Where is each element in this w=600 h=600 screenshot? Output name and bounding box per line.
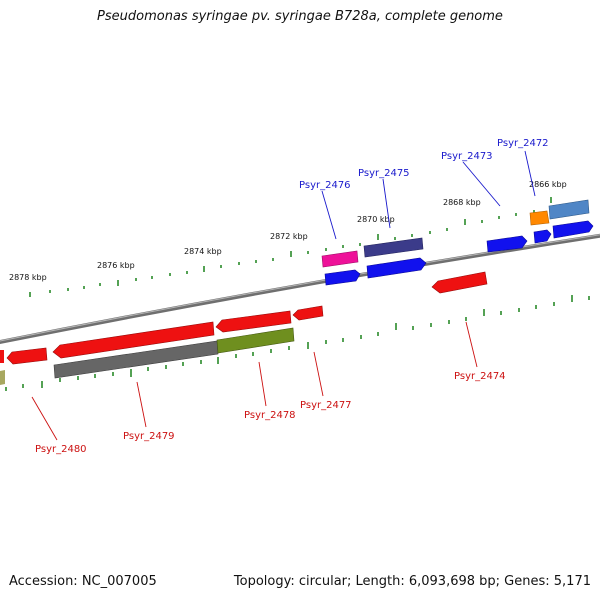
genome-backbone [0, 233, 600, 345]
gene-label-psyr-2477: Psyr_2477 [300, 400, 352, 411]
gene-feature-olive-2478[interactable] [216, 327, 295, 354]
label-leader-lines [31, 150, 536, 441]
forward-strand-genes [321, 199, 594, 286]
gene-label-psyr-2474: Psyr_2474 [454, 371, 506, 382]
gene-label-psyr-2473: Psyr_2473 [441, 151, 493, 162]
gene-label-psyr-2475: Psyr_2475 [358, 168, 410, 179]
gene-feature-olive-edge[interactable] [0, 370, 5, 385]
gene-feature-blue-d[interactable] [533, 229, 552, 244]
gene-feature-blue-a[interactable] [486, 235, 528, 253]
gene-feature-navy[interactable] [363, 237, 424, 258]
tick-label-2874: 2874 kbp [184, 247, 222, 256]
gene-feature-orange[interactable] [529, 210, 550, 226]
genome-summary-text: Topology: circular; Length: 6,093,698 bp… [233, 574, 591, 589]
gene-feature-red-edge[interactable] [0, 350, 4, 363]
accession-text: Accession: NC_007005 [9, 574, 157, 589]
map-title: Pseudomonas syringae pv. syringae B728a,… [97, 9, 503, 24]
gene-feature-red-2474[interactable] [431, 271, 488, 294]
gene-label-psyr-2478: Psyr_2478 [244, 410, 296, 421]
gene-feature-red-2477[interactable] [292, 305, 324, 321]
tick-label-2878: 2878 kbp [9, 273, 47, 282]
gene-feature-blue-b[interactable] [324, 269, 361, 286]
gene-feature-red-2479[interactable] [52, 321, 215, 359]
tick-label-2876: 2876 kbp [97, 261, 135, 270]
gene-feature-red-2478[interactable] [215, 310, 292, 333]
gene-label-psyr-2476: Psyr_2476 [299, 180, 351, 191]
tick-label-2872: 2872 kbp [270, 232, 308, 241]
reverse-strand-genes [0, 271, 488, 385]
gene-feature-gray-2479[interactable] [53, 340, 219, 379]
gene-feature-blue-c[interactable] [366, 257, 427, 279]
gene-label-psyr-2472: Psyr_2472 [497, 138, 549, 149]
gene-label-psyr-2480: Psyr_2480 [35, 444, 87, 455]
gene-feature-red-2480[interactable] [6, 347, 48, 365]
tick-label-2866: 2866 kbp [529, 180, 567, 189]
tick-label-2870: 2870 kbp [357, 215, 395, 224]
tick-label-2868: 2868 kbp [443, 198, 481, 207]
gene-feature-blue-e[interactable] [552, 220, 594, 239]
gene-feature-steel[interactable] [548, 199, 590, 220]
inner-tick-row [5, 295, 590, 391]
gene-label-psyr-2479: Psyr_2479 [123, 431, 175, 442]
outer-tick-row [29, 197, 587, 297]
gene-feature-magenta[interactable] [321, 250, 359, 268]
